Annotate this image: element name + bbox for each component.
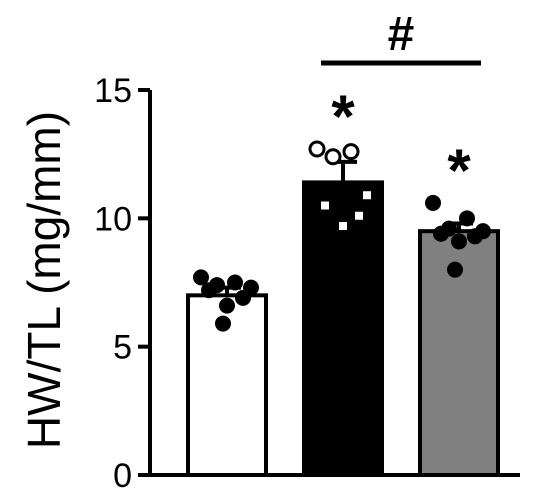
data-point	[201, 282, 217, 299]
data-point	[447, 261, 463, 278]
bar	[302, 180, 384, 477]
data-point	[215, 315, 231, 332]
data-point	[451, 233, 467, 250]
significance-star: *	[447, 137, 471, 204]
data-point	[227, 274, 243, 291]
data-point	[363, 191, 371, 200]
data-point	[193, 269, 209, 286]
data-points	[193, 140, 491, 332]
data-point	[235, 289, 251, 306]
data-point	[324, 148, 342, 166]
data-point	[467, 228, 483, 245]
data-point	[321, 201, 329, 210]
data-point	[459, 210, 475, 227]
data-point	[355, 211, 363, 220]
y-tick-label: 10	[94, 200, 132, 238]
y-tick-label: 15	[94, 72, 132, 110]
data-point	[219, 297, 235, 314]
data-point	[433, 225, 449, 242]
significance-hash: #	[388, 8, 415, 61]
y-tick-label: 5	[113, 329, 132, 367]
data-point	[308, 140, 326, 158]
data-point	[342, 143, 360, 161]
data-point	[425, 194, 441, 211]
y-axis-label: HW/TL (mg/mm)	[18, 111, 70, 449]
y-tick-label: 0	[113, 457, 132, 491]
significance-star: *	[331, 83, 355, 150]
data-point	[339, 222, 347, 231]
significance-annotations: * * #	[321, 8, 481, 204]
